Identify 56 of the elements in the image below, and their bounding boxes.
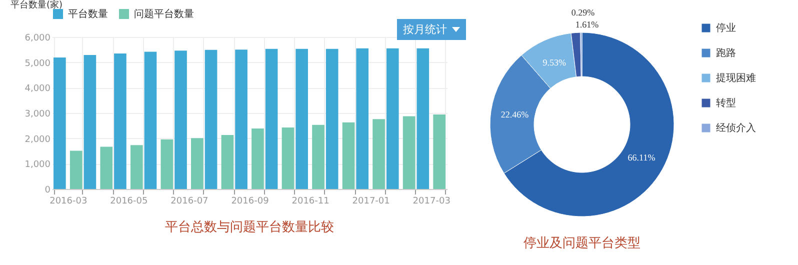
bar [235,50,248,189]
bar [386,48,399,189]
y-axis-title: 平台数量(家) [10,0,63,10]
bar [296,48,308,189]
bar [402,116,416,189]
y-tick-label: 3,000 [24,110,51,120]
bar [433,114,446,189]
data-label: 0.29% [571,8,596,18]
x-tick-label: 2016-11 [292,196,330,206]
x-tick-label: 2016-05 [110,196,148,206]
bar [174,50,187,189]
bar [144,52,157,189]
x-tick-label: 2016-07 [170,196,208,206]
bar [100,146,113,189]
y-tick-label: 5,000 [24,58,51,69]
bar [84,54,96,189]
legend-label: 转型 [716,97,736,109]
legend-label: 经侦介入 [716,122,756,134]
legend-label: 跑路 [716,47,736,59]
data-label: 1.61% [575,20,600,30]
text: 平台总数与问题平台数量比较 [165,220,334,235]
bar [416,48,430,189]
bar [372,119,385,189]
y-tick-label: 4,000 [24,84,51,94]
bar [221,135,234,189]
bar [160,139,174,189]
x-tick-label: 2017-01 [352,196,390,206]
bar [54,58,66,189]
x-tick-label: 2017-03 [412,196,450,206]
y-tick-label: 6,000 [24,34,51,44]
bar [252,128,264,189]
y-tick-label: 0 [44,186,51,196]
bar [70,150,82,189]
data-label: 66.11% [628,152,656,162]
bar [312,124,324,189]
bar [130,145,143,189]
bar [282,127,294,189]
y-tick-label: 1,000 [24,160,51,170]
legend-label: 平台数量 [68,8,108,20]
x-tick-label: 2016-03 [50,196,88,206]
data-label: 22.46% [500,110,530,120]
legend-label: 问题平台数量 [134,8,194,20]
bar [356,48,369,189]
y-tick-label: 2,000 [24,134,51,145]
bar [265,48,278,189]
bar [326,48,338,189]
bar [204,50,218,189]
bar [191,138,204,189]
bar [342,122,355,189]
legend-label: 停业 [716,22,736,34]
bar [114,53,126,189]
legend-label: 提现困难 [716,72,756,84]
x-tick-label: 2016-09 [231,196,270,206]
data-label: 9.53% [542,57,566,68]
text: 停业及问题平台类型 [524,236,640,251]
dropdown-button: 按月统计 [397,19,466,40]
